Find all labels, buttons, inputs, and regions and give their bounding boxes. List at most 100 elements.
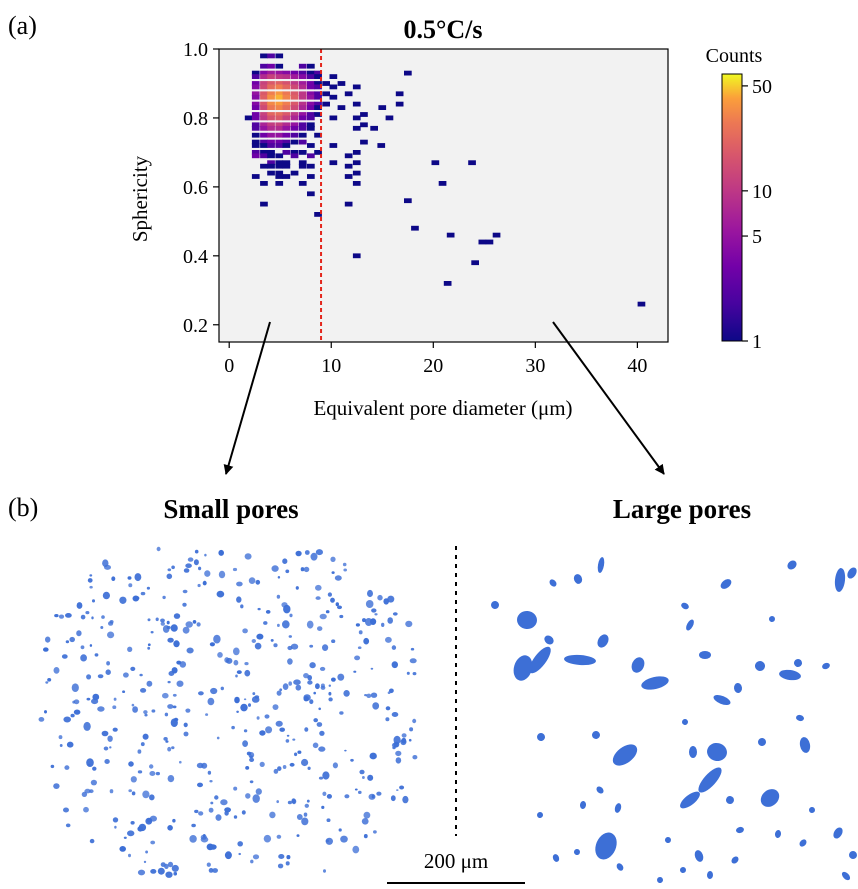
small-pore	[252, 794, 260, 803]
arrow-small-pores	[223, 321, 271, 475]
small-pore	[237, 841, 243, 847]
small-pore	[167, 775, 175, 783]
small-pore	[412, 755, 418, 760]
heatmap-cell	[329, 84, 338, 90]
small-pore	[318, 776, 324, 780]
heatmap-cell	[307, 191, 315, 197]
small-pore	[353, 670, 357, 673]
small-pore	[319, 613, 327, 620]
heatmap-cell	[282, 94, 291, 100]
small-pore	[315, 683, 320, 690]
small-pore	[279, 727, 286, 732]
heatmap-cell	[298, 94, 307, 100]
small-pore	[204, 570, 211, 577]
heatmap-cell	[377, 143, 386, 148]
small-pore	[65, 640, 70, 644]
small-pore	[103, 746, 109, 751]
large-pore	[713, 694, 731, 706]
heatmap-cells	[244, 53, 646, 307]
large-pore	[794, 659, 802, 667]
heatmap-cell	[267, 150, 275, 155]
heatmap-cell	[282, 163, 291, 169]
small-pore	[232, 567, 238, 572]
heatmap-cell	[251, 125, 260, 131]
heatmap-cell	[251, 143, 260, 148]
heatmap-cell	[275, 181, 284, 186]
heatmap-cell	[322, 91, 330, 97]
small-pore	[368, 793, 376, 800]
large-pore	[665, 837, 671, 843]
heatmap-cell	[275, 63, 284, 69]
y-tick-label: 0.4	[183, 246, 208, 268]
small-pore	[111, 576, 116, 581]
small-pore	[44, 710, 47, 714]
small-pore	[165, 871, 173, 878]
heatmap-cell	[260, 181, 268, 186]
heatmap-cell	[251, 74, 260, 79]
large-pore	[841, 871, 851, 881]
small-pore	[109, 789, 114, 794]
small-pore	[143, 860, 147, 864]
heatmap-cell	[282, 91, 291, 97]
small-pore	[242, 628, 248, 634]
small-pore	[157, 867, 165, 875]
small-pore	[233, 659, 239, 666]
large-pore	[822, 662, 830, 670]
small-pore	[144, 713, 148, 717]
large-pore	[681, 602, 689, 610]
heatmap-cell	[267, 122, 275, 128]
heatmap-cell	[290, 153, 299, 159]
small-pore	[167, 825, 173, 831]
small-pore	[292, 738, 296, 741]
small-pore	[97, 706, 105, 712]
small-pore	[355, 623, 360, 627]
plot-frame	[218, 48, 669, 343]
heatmap-cell	[314, 81, 322, 86]
heatmap-cell	[282, 143, 291, 148]
small-pore	[366, 693, 372, 698]
small-pore	[264, 714, 270, 719]
small-pore	[109, 620, 114, 624]
small-pore	[343, 690, 350, 697]
small-pore	[254, 695, 260, 699]
heatmap-cell	[307, 105, 315, 110]
heatmap-cell	[267, 143, 275, 148]
small-pore	[76, 602, 83, 609]
small-pore	[128, 761, 134, 767]
small-pore	[150, 840, 156, 845]
heatmap-cell	[314, 112, 322, 117]
large-pore	[596, 786, 604, 794]
small-pore	[282, 558, 288, 564]
small-pore	[343, 568, 348, 572]
small-pore	[275, 720, 283, 727]
heatmap-cell	[260, 101, 268, 107]
small-pore	[182, 589, 188, 594]
heatmap-cell	[307, 125, 315, 131]
heatmap-cell	[370, 125, 378, 131]
small-pore	[320, 685, 326, 690]
small-pore	[114, 825, 117, 829]
small-pore	[408, 738, 412, 742]
small-pore	[216, 590, 225, 598]
large-pore	[847, 567, 857, 579]
small-pore	[208, 807, 214, 813]
large-pore	[720, 579, 732, 589]
heatmap-cell	[251, 105, 260, 110]
heatmap-cell	[329, 74, 338, 79]
small-pore	[289, 762, 295, 767]
small-pore	[367, 589, 373, 598]
small-pore	[412, 718, 417, 724]
small-pore	[53, 783, 60, 789]
large-pore	[597, 634, 609, 648]
heatmap-cell	[260, 125, 268, 131]
small-pore	[317, 626, 323, 631]
large-pore	[755, 661, 765, 672]
small-pore	[231, 725, 235, 730]
heatmap-cell	[282, 81, 291, 86]
large-pore	[549, 579, 557, 587]
small-pore	[332, 762, 338, 769]
heatmap-cell	[290, 150, 299, 155]
large-pore	[552, 854, 560, 862]
small-pore	[288, 635, 292, 638]
